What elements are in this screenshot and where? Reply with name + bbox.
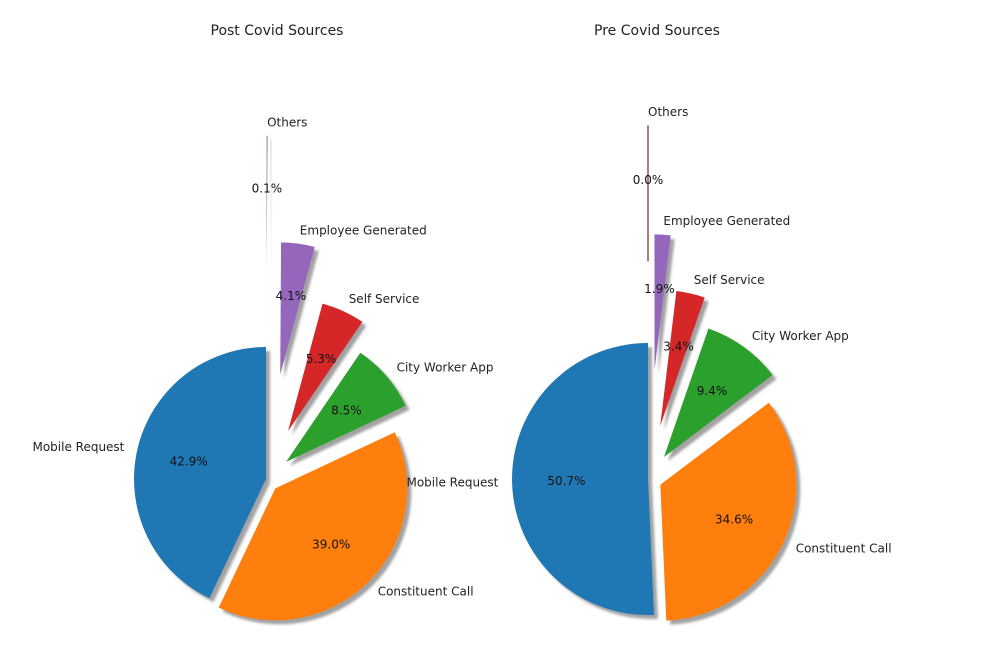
category-label-constituent-call: Constituent Call bbox=[796, 542, 892, 556]
pct-label-city-worker-app: 8.5% bbox=[331, 404, 362, 418]
wedge-city-worker-app bbox=[663, 328, 773, 457]
pie-chart-post-covid: Post Covid Sources 42.9% Mobile Request 39… bbox=[32, 23, 494, 625]
pct-label-employee-generated: 4.1% bbox=[276, 289, 307, 303]
pct-label-employee-generated: 1.9% bbox=[644, 282, 675, 296]
pct-label-mobile-request: 50.7% bbox=[547, 474, 585, 488]
wedge-self-service bbox=[660, 290, 705, 426]
category-label-mobile-request: Mobile Request bbox=[406, 475, 498, 489]
category-label-employee-generated: Employee Generated bbox=[663, 214, 790, 228]
wedge-shadow-self-service bbox=[664, 294, 709, 430]
category-label-city-worker-app: City Worker App bbox=[752, 329, 849, 343]
pct-label-city-worker-app: 9.4% bbox=[697, 384, 728, 398]
category-label-employee-generated: Employee Generated bbox=[300, 224, 427, 238]
pct-label-self-service: 5.3% bbox=[306, 352, 337, 366]
category-label-others: Others bbox=[648, 105, 688, 119]
pct-label-self-service: 3.4% bbox=[663, 340, 694, 354]
chart-title: Post Covid Sources bbox=[211, 23, 344, 39]
wedge-employee-generated bbox=[280, 242, 315, 375]
category-label-mobile-request: Mobile Request bbox=[32, 440, 124, 454]
category-label-city-worker-app: City Worker App bbox=[397, 361, 494, 375]
wedge-constituent-call bbox=[660, 402, 797, 621]
wedge-constituent-call bbox=[218, 432, 408, 621]
wedge-city-worker-app bbox=[286, 352, 406, 462]
pct-label-others: 0.1% bbox=[252, 182, 283, 196]
wedge-others bbox=[266, 135, 268, 268]
chart-title: Pre Covid Sources bbox=[594, 23, 720, 39]
wedge-shadow-others bbox=[270, 139, 272, 272]
category-label-constituent-call: Constituent Call bbox=[378, 584, 474, 598]
category-label-others: Others bbox=[267, 116, 307, 130]
category-label-self-service: Self Service bbox=[694, 273, 765, 287]
wedge-mobile-request bbox=[512, 343, 654, 615]
pct-label-mobile-request: 42.9% bbox=[170, 455, 208, 469]
category-label-self-service: Self Service bbox=[349, 292, 420, 306]
wedge-mobile-request bbox=[134, 347, 266, 599]
pct-label-constituent-call: 39.0% bbox=[312, 538, 350, 552]
pct-label-others: 0.0% bbox=[633, 173, 664, 187]
wedge-employee-generated bbox=[654, 234, 671, 371]
wedge-self-service bbox=[288, 303, 363, 432]
pct-label-constituent-call: 34.6% bbox=[715, 513, 753, 527]
pie-chart-pre-covid: Pre Covid Sources 50.7% Mobile Request 34.… bbox=[406, 23, 892, 625]
